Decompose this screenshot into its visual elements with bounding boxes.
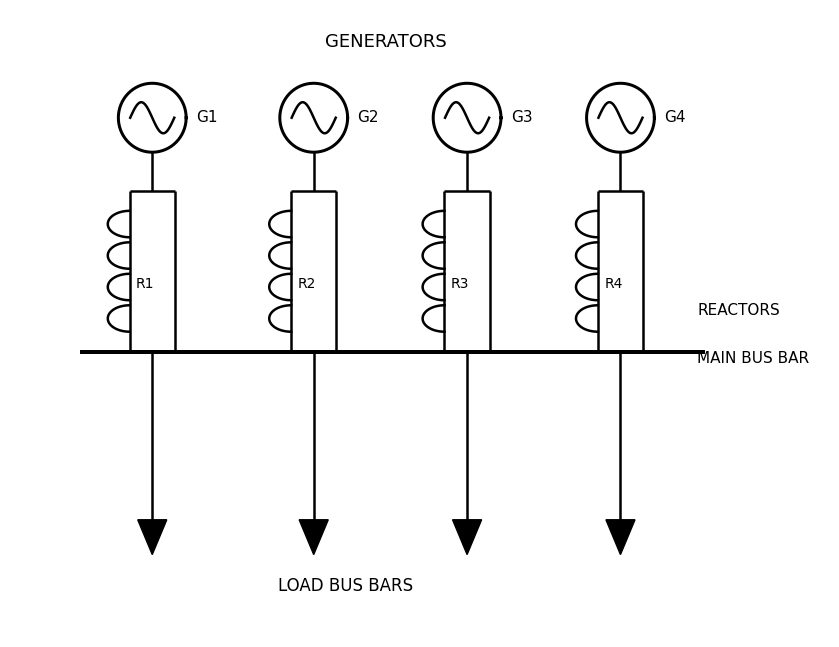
Text: G1: G1 bbox=[195, 110, 217, 126]
Polygon shape bbox=[606, 520, 635, 554]
Text: REACTORS: REACTORS bbox=[697, 303, 780, 318]
Text: R3: R3 bbox=[451, 277, 469, 291]
Polygon shape bbox=[138, 520, 167, 554]
Text: R2: R2 bbox=[298, 277, 316, 291]
Polygon shape bbox=[452, 520, 482, 554]
Text: R1: R1 bbox=[136, 277, 154, 291]
Text: R4: R4 bbox=[604, 277, 623, 291]
Text: MAIN BUS BAR: MAIN BUS BAR bbox=[697, 351, 810, 366]
Text: G2: G2 bbox=[357, 110, 378, 126]
Text: GENERATORS: GENERATORS bbox=[326, 33, 447, 50]
Text: LOAD BUS BARS: LOAD BUS BARS bbox=[279, 577, 414, 595]
Polygon shape bbox=[300, 520, 328, 554]
Text: G3: G3 bbox=[511, 110, 532, 126]
Text: G4: G4 bbox=[664, 110, 685, 126]
